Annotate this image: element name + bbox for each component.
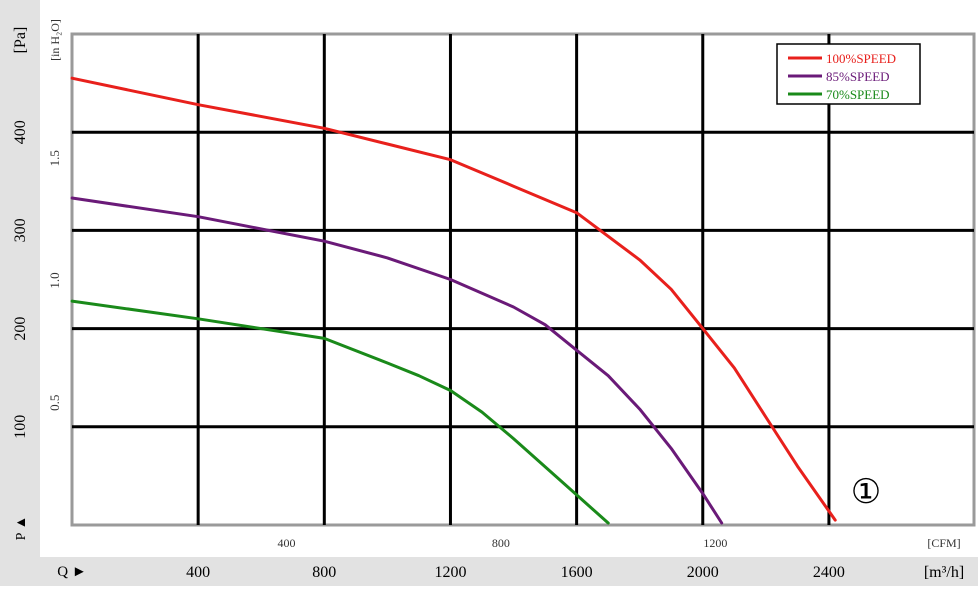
- x-tick-label-m3h: 2000: [687, 564, 719, 581]
- x-axis-label-m3h: [m³/h]: [924, 564, 964, 581]
- y-tick-label-pa: 100: [12, 415, 29, 439]
- y-tick-label-pa: 400: [12, 120, 29, 144]
- y-axis-label-inh2o: [in H₂O]: [48, 19, 62, 61]
- legend-label: 70%SPEED: [826, 87, 890, 102]
- y-axis-label-pa: [Pa]: [12, 27, 29, 54]
- x-axis-label-cfm: [CFM]: [927, 536, 960, 550]
- curve-marker: ①: [851, 474, 881, 511]
- x-tick-label-m3h: 400: [186, 564, 210, 581]
- grid: [72, 34, 974, 525]
- legend-label: 100%SPEED: [826, 51, 896, 66]
- left-axis-band: [0, 0, 40, 586]
- x-tick-label-m3h: 2400: [813, 564, 845, 581]
- series-line-70-speed: [70, 299, 610, 525]
- y-tick-label-pa: 300: [12, 218, 29, 242]
- plot-frame: [70, 32, 976, 527]
- x-tick-label-m3h: 1600: [561, 564, 593, 581]
- bottom-axis-band: [0, 557, 978, 586]
- series-line-100-speed: [70, 76, 837, 522]
- y-tick-label-pa: 200: [12, 317, 29, 341]
- x-tick-label-m3h: 1200: [434, 564, 466, 581]
- y-axis-marker: P ▲: [14, 516, 29, 541]
- legend: 100%SPEED 85%SPEED 70%SPEED: [776, 43, 921, 105]
- x-tick-label-cfm: 400: [277, 536, 295, 550]
- y-tick-label-inh2o: 1.0: [47, 272, 62, 288]
- y-tick-label-inh2o: 1.5: [47, 150, 62, 166]
- y-tick-label-inh2o: 0.5: [47, 395, 62, 411]
- x-tick-label-cfm: 1200: [703, 536, 727, 550]
- x-axis-marker: Q ►: [57, 564, 86, 580]
- series-lines: [70, 76, 837, 525]
- series-line-85-speed: [70, 196, 724, 525]
- x-tick-label-m3h: 800: [312, 564, 336, 581]
- x-tick-label-cfm: 800: [492, 536, 510, 550]
- legend-label: 85%SPEED: [826, 69, 890, 84]
- axes: [Pa] [in H₂O] P ▲ Q ► [m³/h] [CFM] 100 20…: [12, 19, 964, 581]
